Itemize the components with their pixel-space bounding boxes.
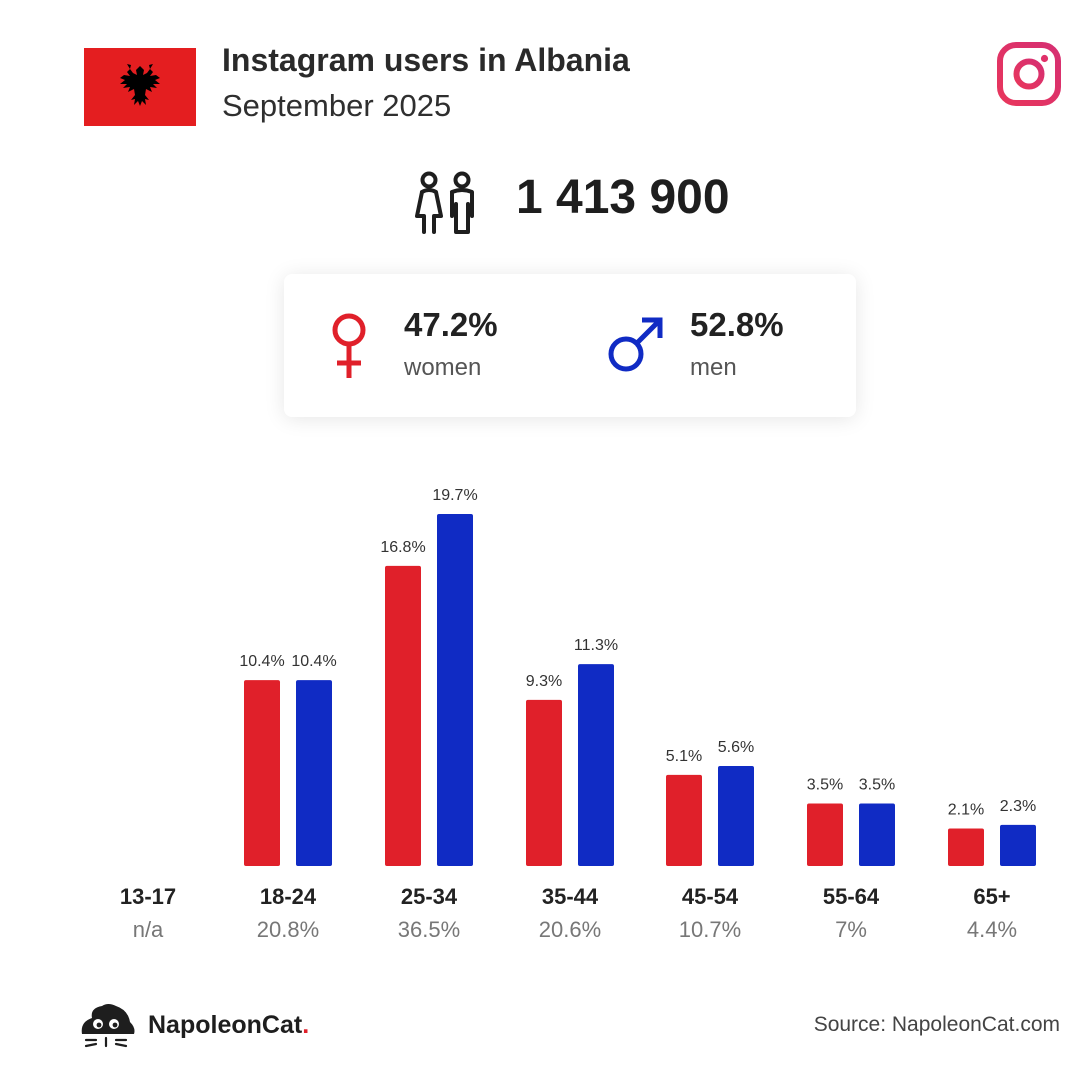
bar-men-25-34 [437,514,473,866]
data-label-men-18-24: 10.4% [291,653,336,670]
age-group-share: 36.5% [397,917,461,942]
data-label-women-35-44: 9.3% [526,673,562,690]
bar-women-35-44 [526,699,562,866]
napoleoncat-logo-icon [81,1004,135,1048]
chart-subtitle: September 2025 [222,88,452,123]
data-label-women-65+: 2.1% [948,801,984,818]
data-label-men-25-34: 19.7% [432,487,477,504]
data-label-women-55-64: 3.5% [807,776,843,793]
people-icon [415,171,474,234]
age-group-label: 18-24 [259,884,317,909]
bar-women-55-64 [807,803,843,866]
men-percent: 52.8% [690,306,784,343]
bars-canvas: 10.4% 10.4% 16.8% 19.7% 9.3% 11.3% 5.1% 5.6% 3.5… [239,487,1036,866]
data-label-men-35-44: 11.3% [574,637,618,654]
bar-women-45-54 [666,774,702,866]
bar-men-45-54 [718,765,754,866]
female-symbol-icon [332,313,366,378]
bar-women-25-34 [385,565,421,866]
data-label-men-55-64: 3.5% [859,776,895,793]
albania-flag-icon [84,48,196,126]
age-group-label: 55-64 [822,884,880,909]
brand-name: NapoleonCat. [148,1011,309,1040]
brand-name-text: NapoleonCat [148,1011,303,1039]
data-label-men-65+: 2.3% [1000,798,1036,815]
age-group-share: 10.7% [678,917,742,942]
bar-men-18-24 [296,680,332,866]
women-label: women [404,354,482,381]
total-users: 1 413 900 [516,171,730,224]
bar-men-55-64 [859,803,895,866]
bar-men-65+ [1000,824,1036,866]
male-symbol-icon [608,317,663,372]
age-group-share: 20.8% [256,917,320,942]
age-group-share: 4.4% [966,917,1018,942]
age-group-label: 65+ [973,884,1011,909]
instagram-logo-icon [997,42,1061,106]
data-label-women-25-34: 16.8% [380,539,425,556]
age-group-label: 35-44 [541,884,599,909]
source-credit: Source: NapoleonCat.com [813,1013,1060,1036]
data-label-women-18-24: 10.4% [239,653,284,670]
brand-dot: . [302,1011,310,1039]
bar-men-35-44 [578,664,614,866]
age-group-label: 13-17 [119,884,177,909]
bar-women-65+ [948,828,984,866]
data-label-women-45-54: 5.1% [666,748,702,765]
chart-title: Instagram users in Albania [222,42,630,78]
data-label-men-45-54: 5.6% [718,739,754,756]
bar-women-18-24 [244,680,280,866]
age-group-label: 25-34 [400,884,458,909]
age-group-share: n/a [132,917,164,942]
age-group-label: 45-54 [681,884,739,909]
gender-card: 47.2% women 52.8% men [284,274,856,417]
women-percent: 47.2% [404,306,498,343]
men-label: men [690,354,737,381]
age-group-share: 7% [835,917,867,942]
age-group-share: 20.6% [538,917,602,942]
age-gender-bar-chart: 10.4% 10.4% 16.8% 19.7% 9.3% 11.3% 5.1% 5.6% 3.5… [0,460,1080,960]
